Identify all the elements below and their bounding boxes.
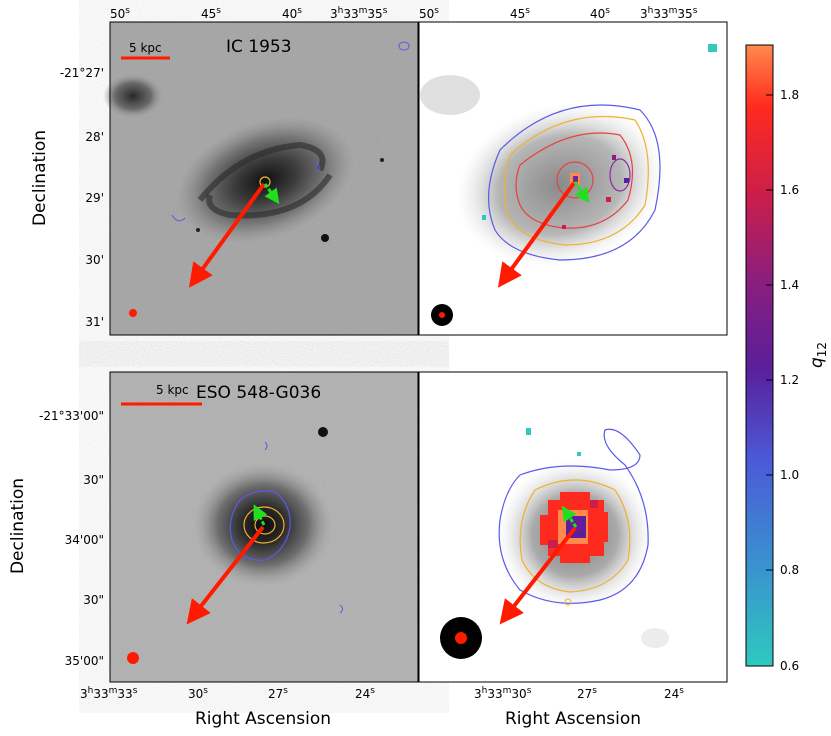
bottom-dec-ticks: -21°33'00" 30" 34'00" 30" 35'00" [39, 409, 104, 668]
svg-text:35'00": 35'00" [65, 654, 104, 668]
svg-text:27s: 27s [577, 686, 597, 701]
bottom-ra-ticks: 3h33m33s 30s 27s 24s 3h33m30s 27s 24s [80, 686, 684, 701]
scale-bar-label: 5 kpc [129, 41, 162, 55]
panel-top-right [418, 21, 728, 336]
svg-text:45s: 45s [510, 6, 530, 21]
xlabel-right: Right Ascension [505, 709, 641, 729]
svg-text:24s: 24s [664, 686, 684, 701]
green-arrow [263, 183, 280, 205]
svg-text:28': 28' [85, 130, 104, 144]
svg-text:1.6: 1.6 [780, 183, 799, 197]
svg-text:31': 31' [85, 315, 104, 329]
svg-text:50s: 50s [110, 6, 130, 21]
svg-text:50s: 50s [419, 6, 439, 21]
galaxy-name-top: IC 1953 [226, 37, 292, 57]
svg-text:0.8: 0.8 [780, 563, 799, 577]
colorbar-label: q12 [807, 342, 829, 368]
svg-text:1.8: 1.8 [780, 88, 799, 102]
xlabel-left: Right Ascension [195, 709, 331, 729]
svg-text:3h33m30s: 3h33m30s [474, 686, 532, 701]
red-arrow [188, 182, 266, 288]
ylabel-bottom: Declination [8, 478, 28, 574]
colorbar-ticks: 0.6 0.8 1.0 1.2 1.4 1.6 1.8 [766, 88, 799, 673]
svg-text:24s: 24s [355, 686, 375, 701]
svg-text:-21°33'00": -21°33'00" [39, 409, 104, 423]
panel-bottom-right [418, 371, 728, 683]
beam-marker [129, 309, 137, 317]
svg-text:3h33m35s: 3h33m35s [640, 6, 698, 21]
svg-text:1.2: 1.2 [780, 373, 799, 387]
top-ra-ticks: 50s 45s 40s 3h33m35s 50s 45s 40s 3h33m35… [110, 6, 698, 21]
svg-text:1.0: 1.0 [780, 468, 799, 482]
svg-text:40s: 40s [282, 6, 302, 21]
svg-text:29': 29' [85, 191, 104, 205]
ylabel-top: Declination [30, 130, 50, 226]
svg-text:30": 30" [83, 593, 104, 607]
galaxy-name-bottom: ESO 548-G036 [196, 383, 321, 403]
panel-bottom-left: 5 kpc ESO 548-G036 [109, 371, 419, 683]
svg-text:27s: 27s [268, 686, 288, 701]
scale-bar-label-bottom: 5 kpc [156, 383, 189, 397]
svg-text:34'00": 34'00" [65, 533, 104, 547]
svg-text:1.4: 1.4 [780, 278, 799, 292]
svg-text:3h33m35s: 3h33m35s [330, 6, 388, 21]
svg-text:30s: 30s [188, 686, 208, 701]
top-dec-ticks: -21°27' 28' 29' 30' 31' [60, 66, 104, 329]
svg-text:-21°27': -21°27' [60, 66, 104, 80]
svg-text:0.6: 0.6 [780, 659, 799, 673]
svg-text:30': 30' [85, 253, 104, 267]
panel-top-left: 5 kpc IC 1953 [103, 21, 419, 336]
svg-text:40s: 40s [590, 6, 610, 21]
svg-text:30": 30" [83, 473, 104, 487]
svg-text:3h33m33s: 3h33m33s [80, 686, 138, 701]
svg-text:45s: 45s [201, 6, 221, 21]
colorbar: 0.6 0.8 1.0 1.2 1.4 1.6 1.8 q12 [745, 44, 829, 673]
